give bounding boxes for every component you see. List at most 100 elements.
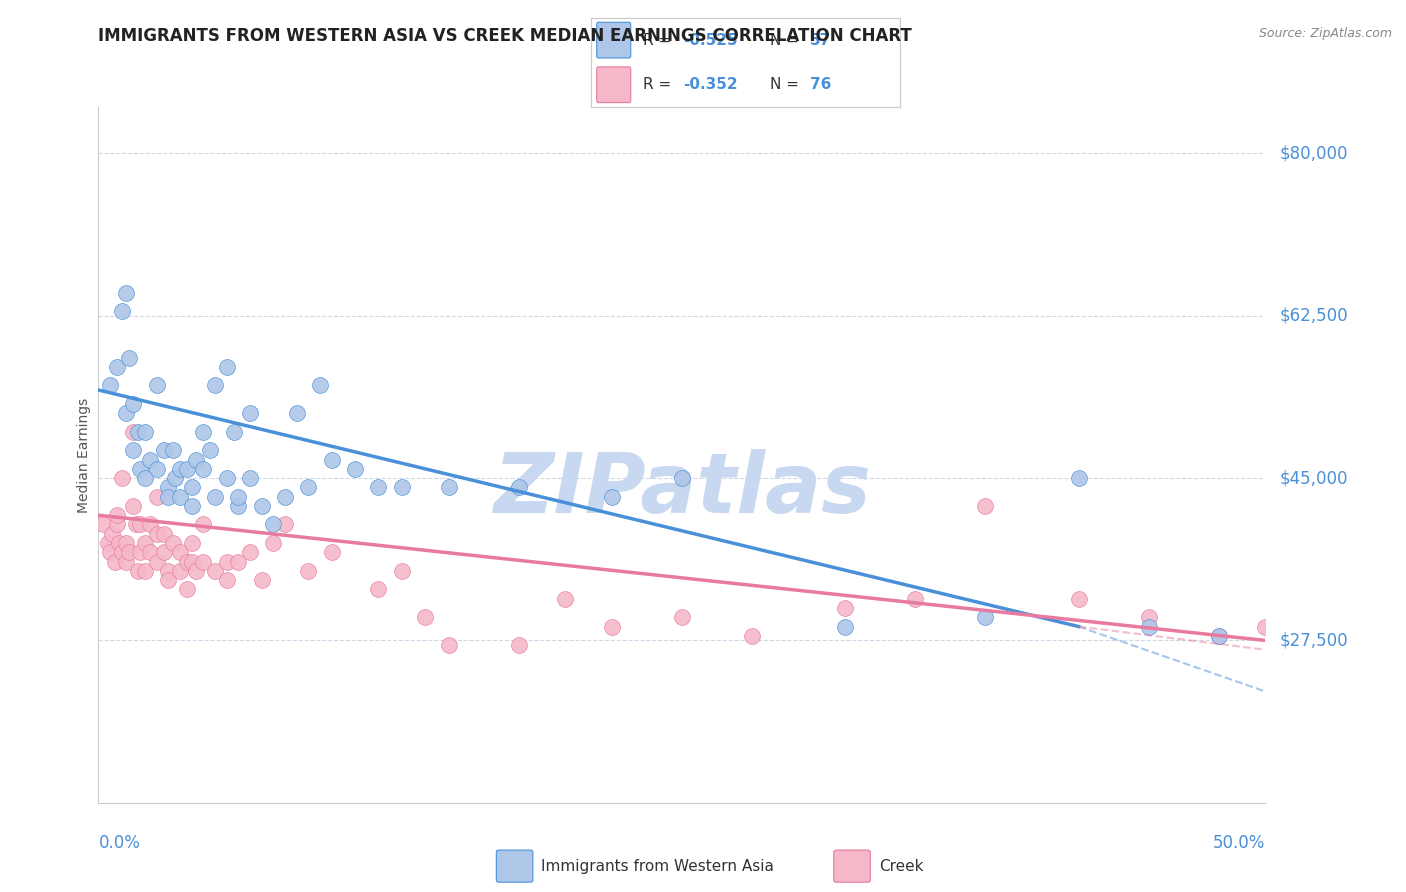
Text: Source: ZipAtlas.com: Source: ZipAtlas.com bbox=[1258, 27, 1392, 40]
Point bbox=[1301, 610, 1323, 624]
Point bbox=[125, 517, 148, 532]
Point bbox=[127, 425, 149, 439]
Point bbox=[274, 517, 297, 532]
Point bbox=[834, 619, 856, 633]
Point bbox=[162, 536, 184, 550]
Point bbox=[139, 517, 162, 532]
Point bbox=[180, 499, 202, 513]
Point bbox=[146, 462, 169, 476]
Point bbox=[904, 591, 927, 606]
Point bbox=[118, 351, 141, 365]
Point bbox=[157, 480, 180, 494]
Point bbox=[146, 526, 169, 541]
Point bbox=[98, 545, 121, 559]
Point bbox=[146, 378, 169, 392]
Point bbox=[974, 610, 997, 624]
Point bbox=[215, 471, 238, 485]
Point bbox=[101, 526, 124, 541]
Point bbox=[115, 555, 138, 569]
Text: N =: N = bbox=[770, 33, 804, 47]
Point bbox=[250, 573, 273, 587]
Point bbox=[1301, 633, 1323, 648]
Point bbox=[169, 462, 191, 476]
Point bbox=[98, 378, 121, 392]
Point bbox=[1067, 591, 1090, 606]
Point bbox=[297, 480, 319, 494]
Point bbox=[321, 545, 343, 559]
Point bbox=[180, 555, 202, 569]
Point bbox=[127, 564, 149, 578]
Point bbox=[134, 536, 156, 550]
Point bbox=[152, 545, 174, 559]
Point bbox=[193, 462, 215, 476]
Point bbox=[554, 591, 576, 606]
Point bbox=[97, 536, 120, 550]
Point bbox=[157, 564, 180, 578]
Point bbox=[176, 582, 198, 597]
Point bbox=[104, 555, 127, 569]
Point bbox=[111, 545, 134, 559]
Text: $27,500: $27,500 bbox=[1279, 632, 1348, 649]
Text: -0.525: -0.525 bbox=[683, 33, 738, 47]
Text: R =: R = bbox=[643, 33, 676, 47]
Point bbox=[186, 564, 208, 578]
Text: Immigrants from Western Asia: Immigrants from Western Asia bbox=[541, 859, 775, 873]
Point bbox=[228, 490, 250, 504]
Point bbox=[162, 443, 184, 458]
Point bbox=[391, 564, 413, 578]
Point bbox=[391, 480, 413, 494]
Point bbox=[122, 499, 145, 513]
Point bbox=[193, 517, 215, 532]
Y-axis label: Median Earnings: Median Earnings bbox=[77, 397, 91, 513]
Point bbox=[186, 452, 208, 467]
Point bbox=[118, 545, 141, 559]
Point bbox=[204, 490, 226, 504]
Point bbox=[1301, 610, 1323, 624]
Point bbox=[1067, 471, 1090, 485]
Point bbox=[193, 425, 215, 439]
Point bbox=[200, 443, 222, 458]
Point bbox=[152, 526, 174, 541]
Point bbox=[169, 545, 191, 559]
Point bbox=[169, 564, 191, 578]
Point bbox=[129, 517, 152, 532]
Point bbox=[437, 480, 460, 494]
Point bbox=[180, 480, 202, 494]
Text: 0.0%: 0.0% bbox=[98, 834, 141, 852]
Text: ZIPatlas: ZIPatlas bbox=[494, 450, 870, 530]
Point bbox=[228, 499, 250, 513]
Point bbox=[309, 378, 332, 392]
Point bbox=[367, 480, 389, 494]
Point bbox=[146, 490, 169, 504]
Point bbox=[193, 555, 215, 569]
Point bbox=[239, 545, 262, 559]
Point bbox=[671, 610, 693, 624]
Point bbox=[176, 555, 198, 569]
FancyBboxPatch shape bbox=[596, 67, 631, 103]
Point bbox=[262, 517, 284, 532]
Point bbox=[297, 564, 319, 578]
Point bbox=[146, 555, 169, 569]
Text: 76: 76 bbox=[810, 78, 831, 92]
Point bbox=[1301, 633, 1323, 648]
Point bbox=[222, 425, 245, 439]
Point bbox=[262, 536, 284, 550]
Point bbox=[157, 490, 180, 504]
Point bbox=[215, 359, 238, 374]
Point bbox=[1301, 633, 1323, 648]
Point bbox=[105, 359, 128, 374]
Point bbox=[105, 517, 128, 532]
Text: 57: 57 bbox=[810, 33, 831, 47]
Text: $62,500: $62,500 bbox=[1279, 307, 1348, 325]
Point bbox=[215, 573, 238, 587]
Point bbox=[600, 619, 623, 633]
Point bbox=[239, 471, 262, 485]
Point bbox=[139, 452, 162, 467]
Point bbox=[1137, 619, 1160, 633]
Point bbox=[108, 536, 131, 550]
Point bbox=[1208, 629, 1230, 643]
Point bbox=[215, 555, 238, 569]
Point bbox=[91, 517, 114, 532]
Point bbox=[508, 638, 530, 652]
Point bbox=[600, 490, 623, 504]
